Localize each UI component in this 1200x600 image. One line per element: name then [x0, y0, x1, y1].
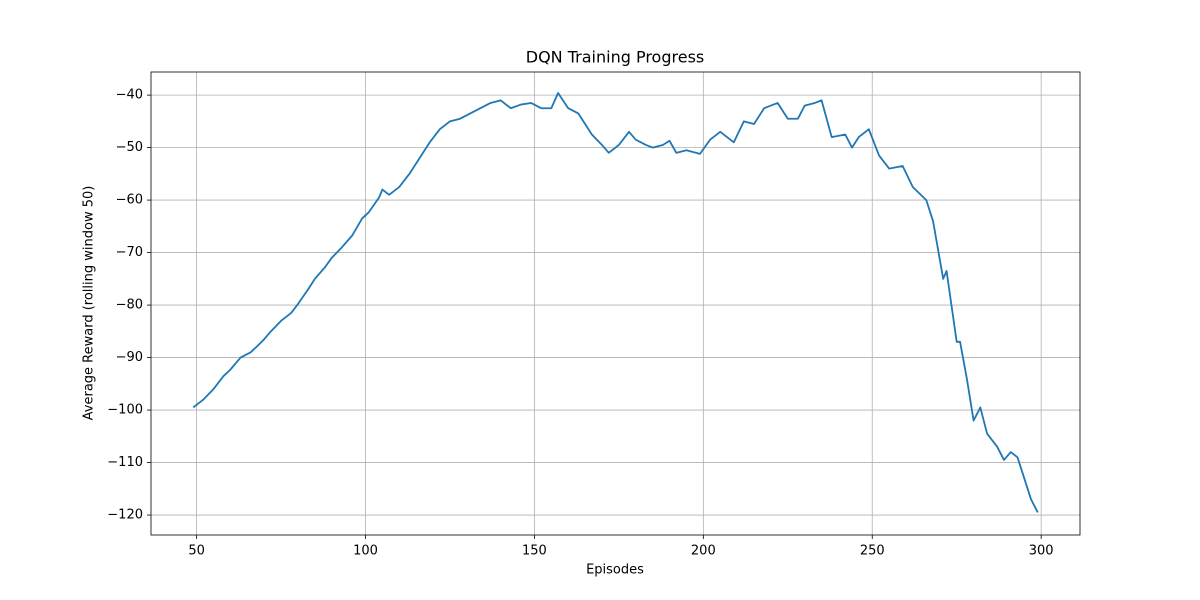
x-tick-label: 50	[188, 544, 205, 559]
chart-title: DQN Training Progress	[526, 48, 704, 67]
x-tick-label: 200	[691, 544, 716, 559]
y-tick-label: −90	[116, 350, 143, 365]
x-tick-label: 100	[353, 544, 378, 559]
data-line	[192, 92, 1039, 513]
y-tick-label: −40	[116, 88, 143, 103]
y-tick-label: −80	[116, 298, 143, 313]
y-tick-label: −60	[116, 193, 143, 208]
y-tick-label: −120	[107, 508, 143, 523]
y-tick-label: −110	[107, 455, 143, 470]
x-tick-label: 300	[1029, 544, 1054, 559]
x-tick-label: 250	[860, 544, 885, 559]
y-tick-label: −50	[116, 140, 143, 155]
y-tick-label: −70	[116, 245, 143, 260]
x-tick-label: 150	[522, 544, 547, 559]
x-axis-label: Episodes	[586, 563, 644, 578]
y-tick-label: −100	[107, 403, 143, 418]
plot-frame	[150, 71, 1081, 536]
y-axis-label: Average Reward (rolling window 50)	[82, 186, 97, 421]
